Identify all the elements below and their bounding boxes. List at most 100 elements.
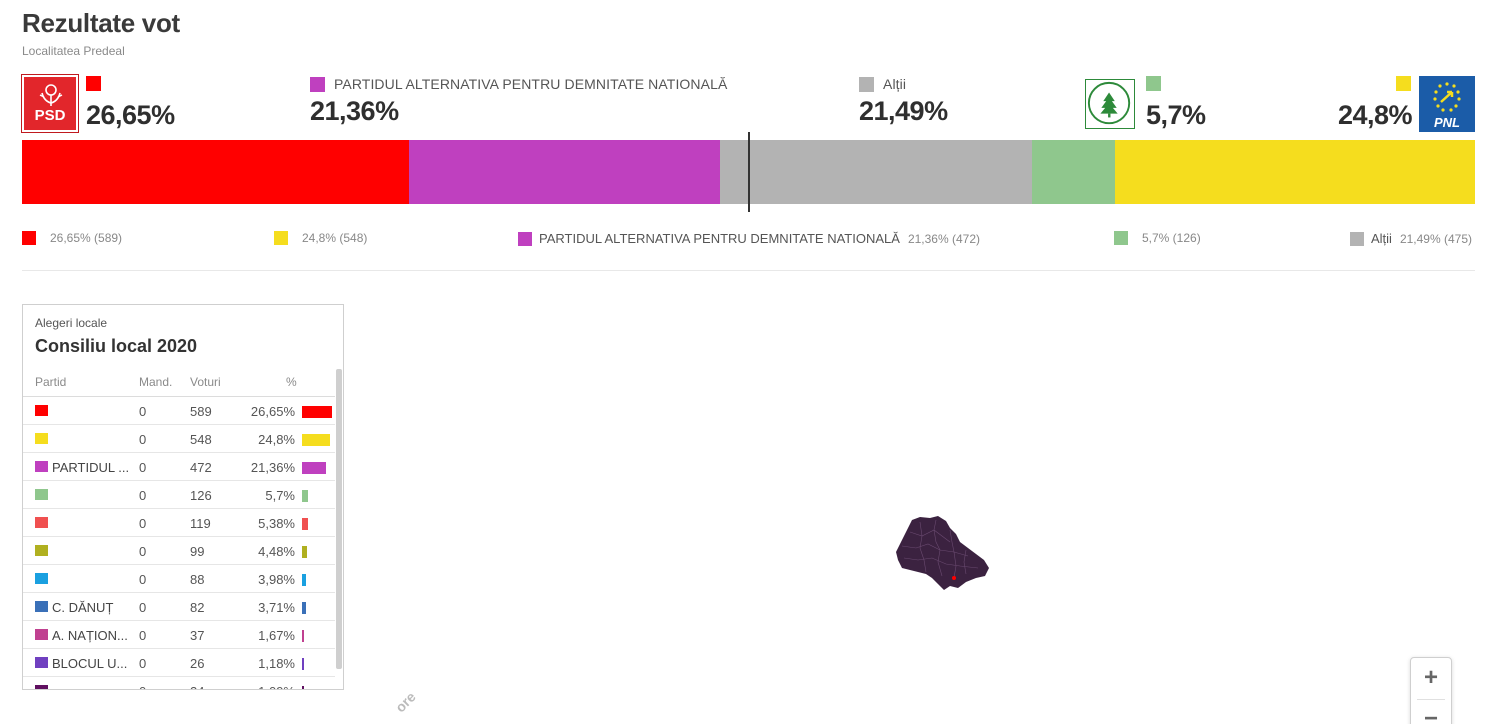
- party-color-swatch: [35, 601, 48, 612]
- stars-icon: [1433, 82, 1461, 112]
- pnl-logo-text: PNL: [1434, 115, 1460, 130]
- party-color-swatch: [35, 685, 48, 689]
- percent-bar: [302, 518, 309, 530]
- party-color-swatch: [35, 657, 48, 668]
- legend-item[interactable]: 5,7% (126): [1114, 231, 1201, 245]
- table-row[interactable]: A. NAȚION... 0 37 1,67%: [23, 621, 335, 649]
- percent-bar: [302, 490, 309, 502]
- bar-segment[interactable]: [409, 140, 720, 204]
- party-name: C. DĂNUȚ: [52, 600, 114, 615]
- percent-bar: [302, 462, 327, 474]
- bar-segment[interactable]: [1114, 140, 1475, 204]
- party-color-swatch: [35, 433, 48, 444]
- table-row[interactable]: 0 88 3,98%: [23, 565, 335, 593]
- party-name: Alții: [883, 76, 907, 92]
- votes-value: 24: [190, 684, 204, 689]
- headline-party-alternativa: PARTIDUL ALTERNATIVA PENTRU DEMNITATE NA…: [310, 76, 727, 127]
- majority-line: [748, 132, 750, 212]
- panel-scrollbar[interactable]: [336, 369, 342, 669]
- mandates-value: 0: [139, 656, 147, 671]
- party-color-swatch: [35, 517, 48, 528]
- panel-title: Consiliu local 2020: [35, 336, 198, 356]
- table-row[interactable]: 0 119 5,38%: [23, 509, 335, 537]
- votes-value: 88: [190, 572, 205, 587]
- mandates-value: 0: [139, 572, 147, 587]
- mandates-value: 0: [139, 600, 147, 615]
- votes-value: 472: [190, 460, 212, 475]
- legend-item[interactable]: PARTIDUL ALTERNATIVA PENTRU DEMNITATE NA…: [518, 231, 980, 246]
- column-mandates[interactable]: Mand.: [139, 375, 173, 389]
- column-votes[interactable]: Voturi: [190, 375, 221, 389]
- bar-segment[interactable]: [719, 140, 1032, 204]
- headline-party-altii: Alții 21,49%: [859, 76, 948, 127]
- votes-value: 26: [190, 656, 205, 671]
- votes-value: 82: [190, 600, 205, 615]
- results-panel: Alegeri locale Consiliu local 2020 Parti…: [22, 304, 344, 690]
- party-percentage: 21,36%: [310, 96, 399, 126]
- legend-item[interactable]: 24,8% (548): [274, 231, 367, 245]
- legend-value: 26,65% (589): [50, 231, 123, 245]
- table-row[interactable]: 0 126 5,7%: [23, 481, 335, 509]
- table-row[interactable]: BLOCUL U... 0 26 1,18%: [23, 649, 335, 677]
- per-logo: [1085, 79, 1135, 129]
- table-row[interactable]: 0 99 4,48%: [23, 537, 335, 565]
- mandates-value: 0: [139, 516, 147, 531]
- party-percentage: 5,7%: [1146, 100, 1206, 130]
- legend-swatch: [518, 231, 532, 246]
- map-highlight-predeal[interactable]: [952, 576, 956, 580]
- psd-logo: PSD: [21, 74, 79, 133]
- percent-value: 5,38%: [258, 516, 295, 531]
- zoom-separator: [1417, 699, 1445, 700]
- results-table-body: 0 589 26,65% 0 548 24,8% PARTIDUL ... 0 472 21,36…: [23, 397, 335, 689]
- column-percent[interactable]: %: [286, 375, 297, 389]
- county-map[interactable]: [890, 512, 995, 594]
- bar-segment[interactable]: [1031, 140, 1115, 204]
- mandates-value: 0: [139, 488, 147, 503]
- party-name: PARTIDUL ALTERNATIVA PENTRU DEMNITATE NA…: [334, 76, 728, 92]
- headline-party-pnl: 24,8%: [1336, 76, 1413, 131]
- rose-icon: [39, 84, 63, 106]
- party-color-swatch: [1396, 76, 1411, 91]
- mandates-value: 0: [139, 460, 147, 475]
- party-color-swatch: [310, 76, 325, 92]
- table-row[interactable]: PARTIDUL ... 0 472 21,36%: [23, 453, 335, 481]
- headline-party-per: 5,7%: [1146, 76, 1206, 131]
- percent-value: 21,36%: [250, 460, 295, 475]
- mandates-value: 0: [139, 544, 147, 559]
- party-color-swatch: [35, 405, 48, 416]
- legend-name: PARTIDUL ALTERNATIVA PENTRU DEMNITATE NA…: [539, 231, 900, 246]
- map-region[interactable]: [896, 516, 989, 590]
- bar-segment[interactable]: [22, 140, 410, 204]
- table-row[interactable]: 0 24 1,09%: [23, 677, 335, 689]
- party-color-swatch: [1146, 76, 1161, 91]
- zoom-out-button[interactable]: −: [1423, 705, 1438, 724]
- mandates-value: 0: [139, 684, 146, 689]
- party-color-swatch: [35, 545, 48, 556]
- table-row[interactable]: C. DĂNUȚ 0 82 3,71%: [23, 593, 335, 621]
- page-title: Rezultate vot: [22, 8, 180, 38]
- percent-value: 3,71%: [258, 600, 295, 615]
- votes-value: 99: [190, 544, 205, 559]
- legend-name: Alții: [1371, 231, 1392, 246]
- legend-item[interactable]: Alții 21,49% (475): [1350, 231, 1472, 246]
- party-color-swatch: [859, 76, 874, 92]
- watermark: ore: [392, 688, 419, 716]
- legend-item[interactable]: 26,65% (589): [22, 231, 122, 245]
- legend-swatch: [1114, 231, 1128, 245]
- section-divider: [22, 270, 1475, 271]
- party-color-swatch: [35, 573, 48, 584]
- panel-kicker: Alegeri locale: [35, 316, 108, 330]
- column-party[interactable]: Partid: [35, 375, 67, 389]
- zoom-in-button[interactable]: +: [1423, 664, 1438, 691]
- legend-swatch: [274, 231, 288, 245]
- votes-value: 126: [190, 488, 212, 503]
- votes-value: 37: [190, 628, 205, 643]
- pnl-logo: PNL: [1419, 76, 1475, 132]
- party-color-swatch: [86, 76, 101, 91]
- percent-bar: [302, 602, 307, 614]
- votes-value: 548: [190, 432, 212, 447]
- party-percentage: 24,8%: [1337, 100, 1413, 130]
- table-row[interactable]: 0 589 26,65%: [23, 397, 335, 425]
- map-zoom-control: + −: [1410, 657, 1452, 724]
- table-row[interactable]: 0 548 24,8%: [23, 425, 335, 453]
